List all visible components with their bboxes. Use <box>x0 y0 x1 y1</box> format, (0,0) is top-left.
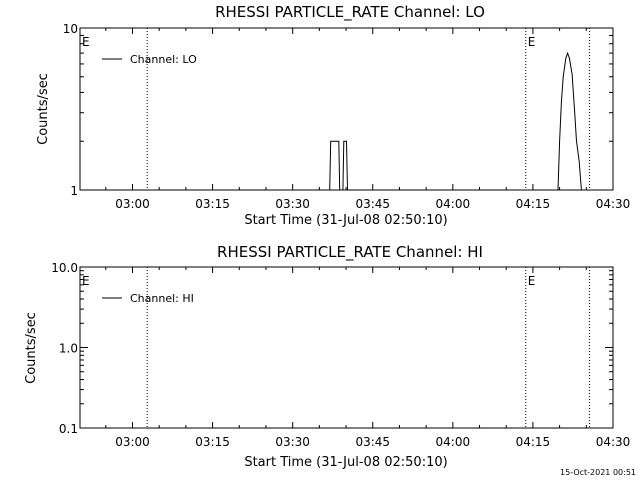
lo-event-marker-label: E <box>82 35 90 49</box>
hi-x-tick-label: 03:30 <box>275 435 310 449</box>
hi-y-axis-label: Counts/sec <box>24 312 39 384</box>
lo-x-tick-label: 03:00 <box>115 197 150 211</box>
hi-chart-title: RHESSI PARTICLE_RATE Channel: HI <box>217 243 483 262</box>
lo-x-tick-label: 04:00 <box>436 197 471 211</box>
hi-x-tick-label: 04:30 <box>596 435 631 449</box>
hi-x-tick-label: 03:45 <box>355 435 390 449</box>
hi-y-tick-label: 10.0 <box>51 261 78 275</box>
hi-legend-label: Channel: HI <box>130 292 194 305</box>
lo-x-tick-label: 03:15 <box>195 197 230 211</box>
lo-event-marker-label: E <box>528 35 536 49</box>
hi-channel-panel: RHESSI PARTICLE_RATE Channel: HI Counts/… <box>24 243 630 470</box>
lo-channel-panel: RHESSI PARTICLE_RATE Channel: LO Counts/… <box>36 3 630 228</box>
generated-timestamp: 15-Oct-2021 00:51 <box>560 468 636 477</box>
hi-x-tick-label: 04:00 <box>436 435 471 449</box>
lo-legend-label: Channel: LO <box>130 53 197 66</box>
lo-chart-title: RHESSI PARTICLE_RATE Channel: LO <box>215 3 485 22</box>
lo-x-tick-label: 04:15 <box>516 197 551 211</box>
lo-y-tick-label: 10 <box>63 22 78 36</box>
lo-x-tick-label: 04:30 <box>596 197 631 211</box>
lo-y-axis-label: Counts/sec <box>36 73 51 145</box>
hi-x-tick-label: 04:15 <box>516 435 551 449</box>
hi-x-tick-label: 03:15 <box>195 435 230 449</box>
lo-x-tick-label: 03:30 <box>275 197 310 211</box>
hi-event-marker-label: E <box>528 274 536 288</box>
lo-y-tick-label: 1 <box>70 184 78 198</box>
lo-x-tick-label: 03:45 <box>355 197 390 211</box>
hi-y-tick-label: 0.1 <box>59 422 78 436</box>
hi-y-tick-label: 1.0 <box>59 342 78 356</box>
hi-x-axis-label: Start Time (31-Jul-08 02:50:10) <box>244 455 447 470</box>
hi-event-marker-label: E <box>82 274 90 288</box>
lo-x-axis-label: Start Time (31-Jul-08 02:50:10) <box>244 213 447 228</box>
hi-x-tick-label: 03:00 <box>115 435 150 449</box>
lo-series-line <box>329 51 582 191</box>
